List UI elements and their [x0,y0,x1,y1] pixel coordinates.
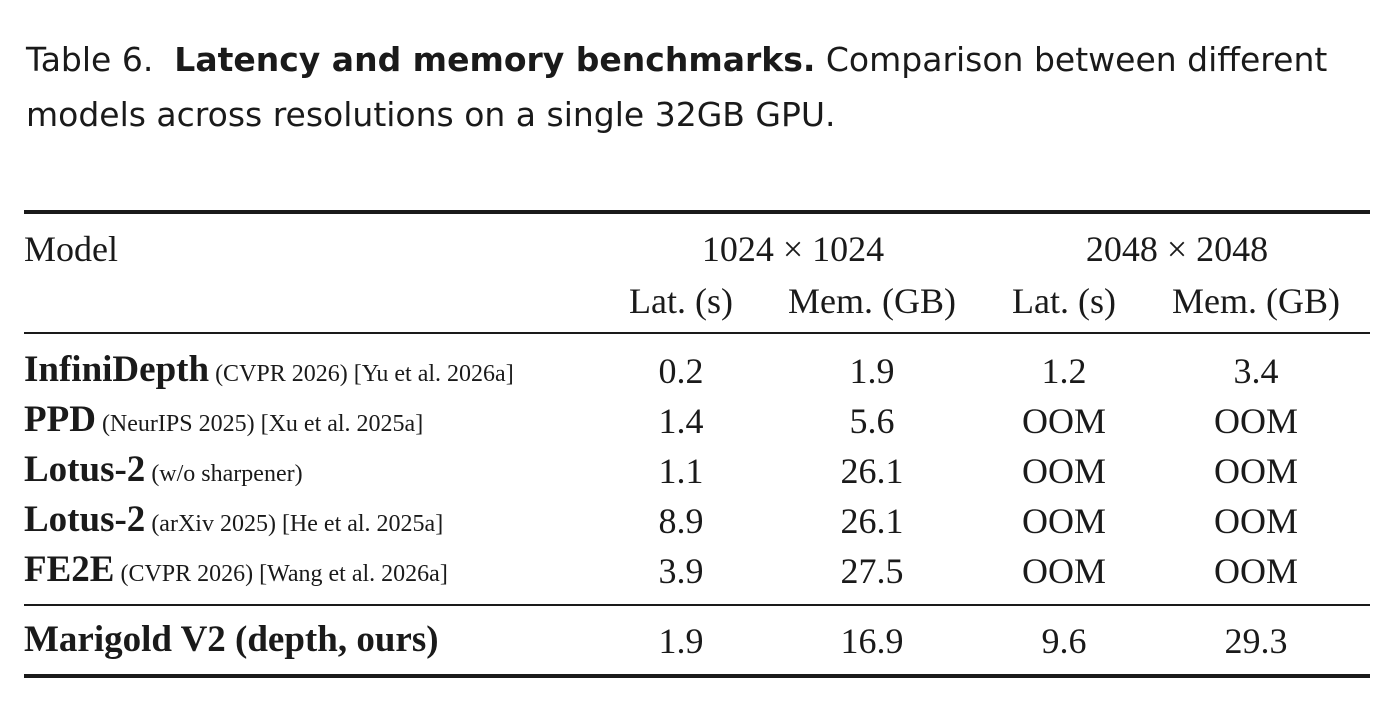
memory-1024-value: 27.5 [840,551,904,591]
memory-2048-value: 3.4 [1233,351,1279,391]
subheader-latency-1024: Lat. (s) [629,281,733,321]
model-citation: (w/o sharpener) [151,461,303,487]
model-citation: (CVPR 2026) [Yu et al. 2026a] [215,361,514,387]
memory-1024-value: 26.1 [840,451,904,491]
model-cell: Lotus-2 (w/o sharpener) [24,448,303,491]
model-citation: (NeurIPS 2025) [Xu et al. 2025a] [101,411,424,437]
model-name: FE2E [24,549,115,590]
model-cell: Lotus-2 (arXiv 2025) [He et al. 2025a] [24,498,443,541]
model-cell: Marigold V2 (depth, ours) [24,618,439,661]
model-cell: PPD (NeurIPS 2025) [Xu et al. 2025a] [24,398,423,441]
latency-2048-value: OOM [1021,501,1107,541]
memory-2048-value: 29.3 [1224,621,1288,661]
latency-2048-value: OOM [1021,451,1107,491]
model-cell: InfiniDepth (CVPR 2026) [Yu et al. 2026a] [24,348,514,391]
subheader-memory-2048: Mem. (GB) [1172,281,1340,321]
caption-text: Comparison between different models acro… [26,40,1328,134]
caption-label: Table 6. [26,40,154,79]
memory-2048-value: OOM [1213,551,1299,591]
memory-1024-value: 26.1 [840,501,904,541]
table-separator-rule [24,604,1370,606]
model-name: Lotus-2 [24,449,146,490]
subheader-memory-1024: Mem. (GB) [788,281,956,321]
model-name: InfiniDepth [24,349,210,390]
model-column-header: Model [24,229,118,269]
latency-2048-value: 9.6 [1041,621,1087,661]
table-header-rule [24,332,1370,334]
table-bottom-rule [24,674,1370,678]
latency-1024-value: 0.2 [658,351,704,391]
memory-1024-value: 1.9 [849,351,895,391]
model-citation: (arXiv 2025) [He et al. 2025a] [151,511,444,537]
caption-title: Latency and memory benchmarks. [174,40,816,79]
memory-1024-value: 5.6 [849,401,895,441]
memory-2048-value: OOM [1213,451,1299,491]
memory-2048-value: OOM [1213,501,1299,541]
model-citation: (CVPR 2026) [Wang et al. 2026a] [120,561,448,587]
memory-2048-value: OOM [1213,401,1299,441]
model-name: PPD [24,399,96,440]
latency-2048-value: OOM [1021,551,1107,591]
latency-1024-value: 8.9 [658,501,704,541]
latency-2048-value: 1.2 [1041,351,1087,391]
latency-2048-value: OOM [1021,401,1107,441]
resolution-header-2048: 2048 × 2048 [1085,229,1269,269]
table-top-rule [24,210,1370,214]
resolution-header-1024: 1024 × 1024 [701,229,885,269]
model-name: Marigold V2 (depth, ours) [24,619,439,660]
latency-1024-value: 3.9 [658,551,704,591]
subheader-latency-2048: Lat. (s) [1012,281,1116,321]
memory-1024-value: 16.9 [840,621,904,661]
model-name: Lotus-2 [24,499,146,540]
latency-1024-value: 1.1 [658,451,704,491]
table-caption: Table 6. Latency and memory benchmarks. … [26,32,1371,142]
latency-1024-value: 1.9 [658,621,704,661]
model-cell: FE2E (CVPR 2026) [Wang et al. 2026a] [24,548,448,591]
latency-1024-value: 1.4 [658,401,704,441]
